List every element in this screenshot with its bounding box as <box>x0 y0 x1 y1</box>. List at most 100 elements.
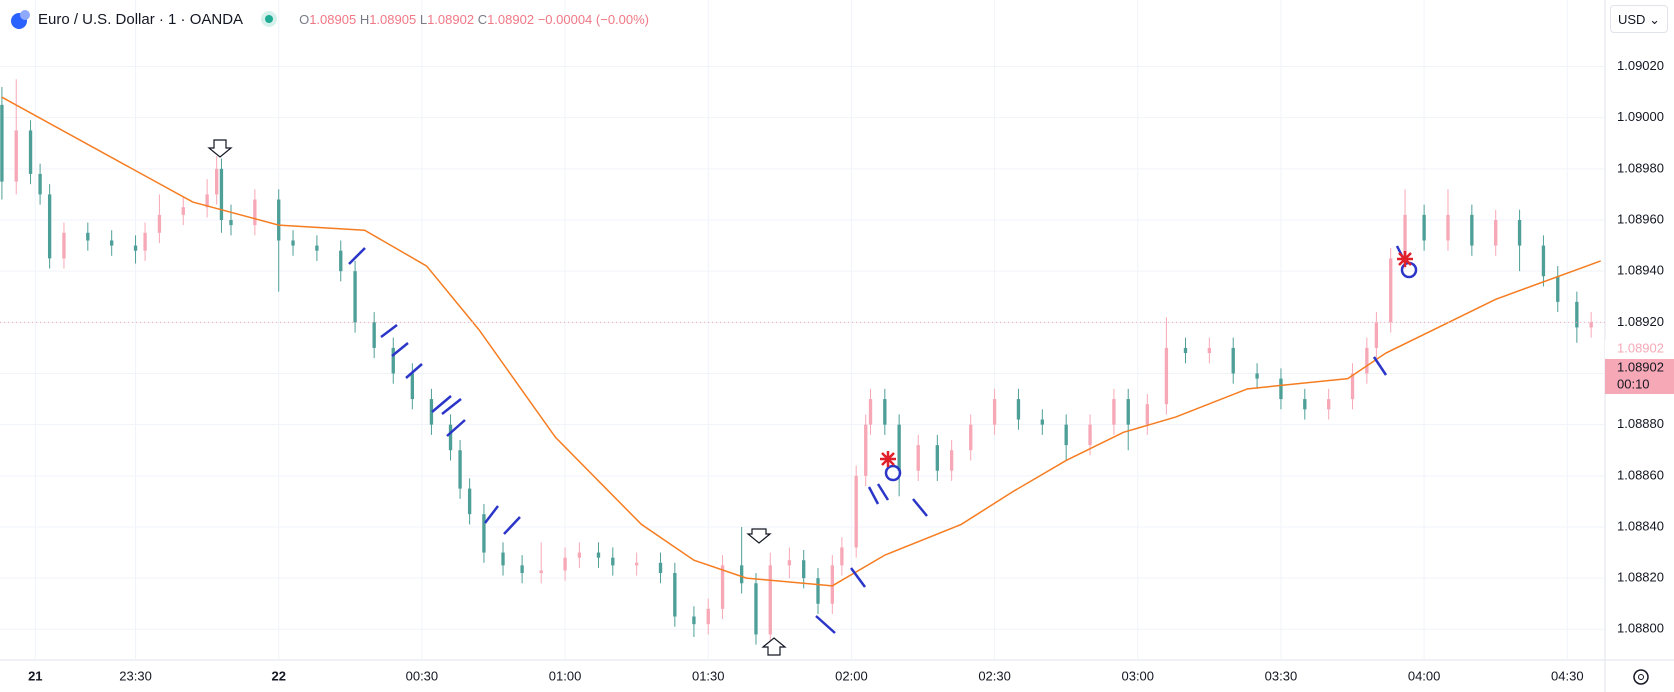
ohlc-key: H <box>359 11 370 27</box>
candle-body <box>840 547 844 566</box>
drawing-line <box>441 398 462 415</box>
candle-body <box>1494 220 1498 246</box>
drawing-line <box>876 483 890 501</box>
candle-body <box>501 552 505 566</box>
candle-body <box>458 450 462 489</box>
y-tick-label: 1.08960 <box>1617 211 1664 226</box>
candle-body <box>949 450 954 471</box>
candle-body <box>391 347 395 374</box>
candle-body <box>1365 347 1369 374</box>
candle-body <box>1126 399 1130 425</box>
x-tick-label: 22 <box>271 668 285 683</box>
icon-circle <box>20 10 30 20</box>
dropdown-caret[interactable]: ⌄ <box>1649 12 1660 27</box>
candle-body <box>1231 347 1235 374</box>
y-tick-label: 1.08880 <box>1617 416 1664 431</box>
last-price-label: 1.08902 <box>1617 359 1664 374</box>
up-arrow <box>761 637 787 656</box>
candle-body <box>1556 276 1560 302</box>
candle-body <box>410 373 415 400</box>
drawing-line <box>815 615 836 634</box>
down-arrow <box>207 139 233 158</box>
settings-icon[interactable] <box>1633 669 1649 685</box>
x-tick-label: 04:00 <box>1408 668 1441 683</box>
candle-body <box>38 173 42 195</box>
ohlc-value: 1.08902 <box>487 11 535 27</box>
candle-body <box>14 130 18 182</box>
candle-body <box>1183 347 1188 354</box>
candle-body <box>339 250 343 272</box>
candle-body <box>706 608 710 625</box>
moving-average <box>1 96 1601 587</box>
ohlc-key: L <box>419 11 428 27</box>
y-tick-label: 1.09000 <box>1617 109 1664 124</box>
candle-body <box>673 573 677 617</box>
candle-body <box>277 199 281 241</box>
candle-body <box>658 562 663 574</box>
candle-body <box>969 424 973 451</box>
candle-body <box>1403 214 1407 259</box>
candle-body <box>768 565 772 635</box>
candle-body <box>291 240 295 246</box>
candle-body <box>720 565 725 609</box>
ohlc-key: C <box>477 11 488 27</box>
star-marker <box>880 451 896 467</box>
x-tick-label: 21 <box>28 668 42 683</box>
candle-body <box>429 399 434 425</box>
candle-body <box>47 194 52 259</box>
candle-body <box>1145 404 1149 425</box>
candle-body <box>854 475 858 548</box>
drawing-circle <box>884 464 902 482</box>
candle-body <box>577 552 582 558</box>
drawings <box>348 245 1418 634</box>
ohlc-key: O <box>299 11 310 27</box>
symbol-title[interactable]: Euro / U.S. Dollar · 1 · OANDA <box>38 10 244 28</box>
candle-body <box>1279 378 1283 400</box>
status-dot <box>261 11 278 27</box>
candle-body <box>868 399 873 425</box>
candle-body <box>935 445 939 471</box>
x-tick-label: 01:30 <box>692 668 725 683</box>
x-tick-label: 04:30 <box>1551 668 1584 683</box>
y-tick-label: 1.08940 <box>1617 263 1664 278</box>
drawing-line <box>446 419 466 437</box>
candle-body <box>802 560 806 579</box>
candle-body <box>830 565 834 604</box>
candle-body <box>864 424 868 476</box>
candle-body <box>1327 399 1331 410</box>
x-tick-label: 03:30 <box>1265 668 1298 683</box>
settings-icon-ring[interactable] <box>1633 669 1649 685</box>
candle-body <box>315 245 319 251</box>
candle-body <box>692 616 696 625</box>
x-tick-label: 02:00 <box>835 668 868 683</box>
candle-body <box>62 232 66 259</box>
drawing-line <box>1372 356 1388 376</box>
candle-body <box>754 583 758 635</box>
candle-body <box>1064 424 1068 446</box>
candle-body <box>1016 399 1021 420</box>
candle-body <box>883 399 887 425</box>
candle-body <box>1446 214 1450 241</box>
currency-button[interactable]: USD ⌄ <box>1610 5 1668 33</box>
x-tick-label: 01:00 <box>549 668 582 683</box>
drawing-line <box>391 342 409 357</box>
candle-body <box>1088 424 1092 446</box>
markers <box>880 251 1413 467</box>
candle-body <box>787 560 792 566</box>
candle-body <box>520 565 524 574</box>
candle-body <box>1040 419 1044 425</box>
candle-body <box>229 220 233 226</box>
candle-body <box>1575 301 1579 328</box>
candle-body <box>0 104 4 182</box>
candle-body <box>596 552 601 558</box>
candle-body <box>816 578 820 604</box>
candle-body <box>1255 373 1259 379</box>
candle-body <box>1374 322 1379 348</box>
x-tick-label: 23:30 <box>119 668 152 683</box>
settings-icon-dot[interactable] <box>1638 674 1644 680</box>
currency[interactable]: USD <box>1618 12 1646 27</box>
candle-body <box>1517 220 1522 246</box>
